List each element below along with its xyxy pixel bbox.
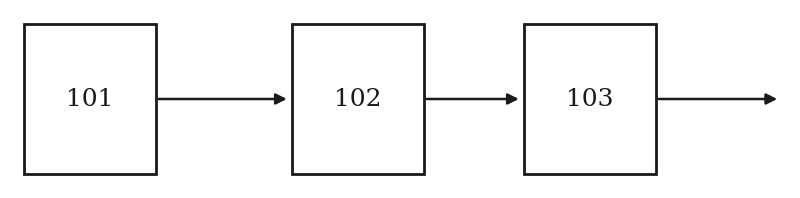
- Bar: [24, 24, 156, 174]
- Bar: [524, 24, 656, 174]
- Bar: [292, 24, 424, 174]
- Text: 101: 101: [66, 88, 114, 110]
- Text: 103: 103: [566, 88, 614, 110]
- Text: 102: 102: [334, 88, 382, 110]
